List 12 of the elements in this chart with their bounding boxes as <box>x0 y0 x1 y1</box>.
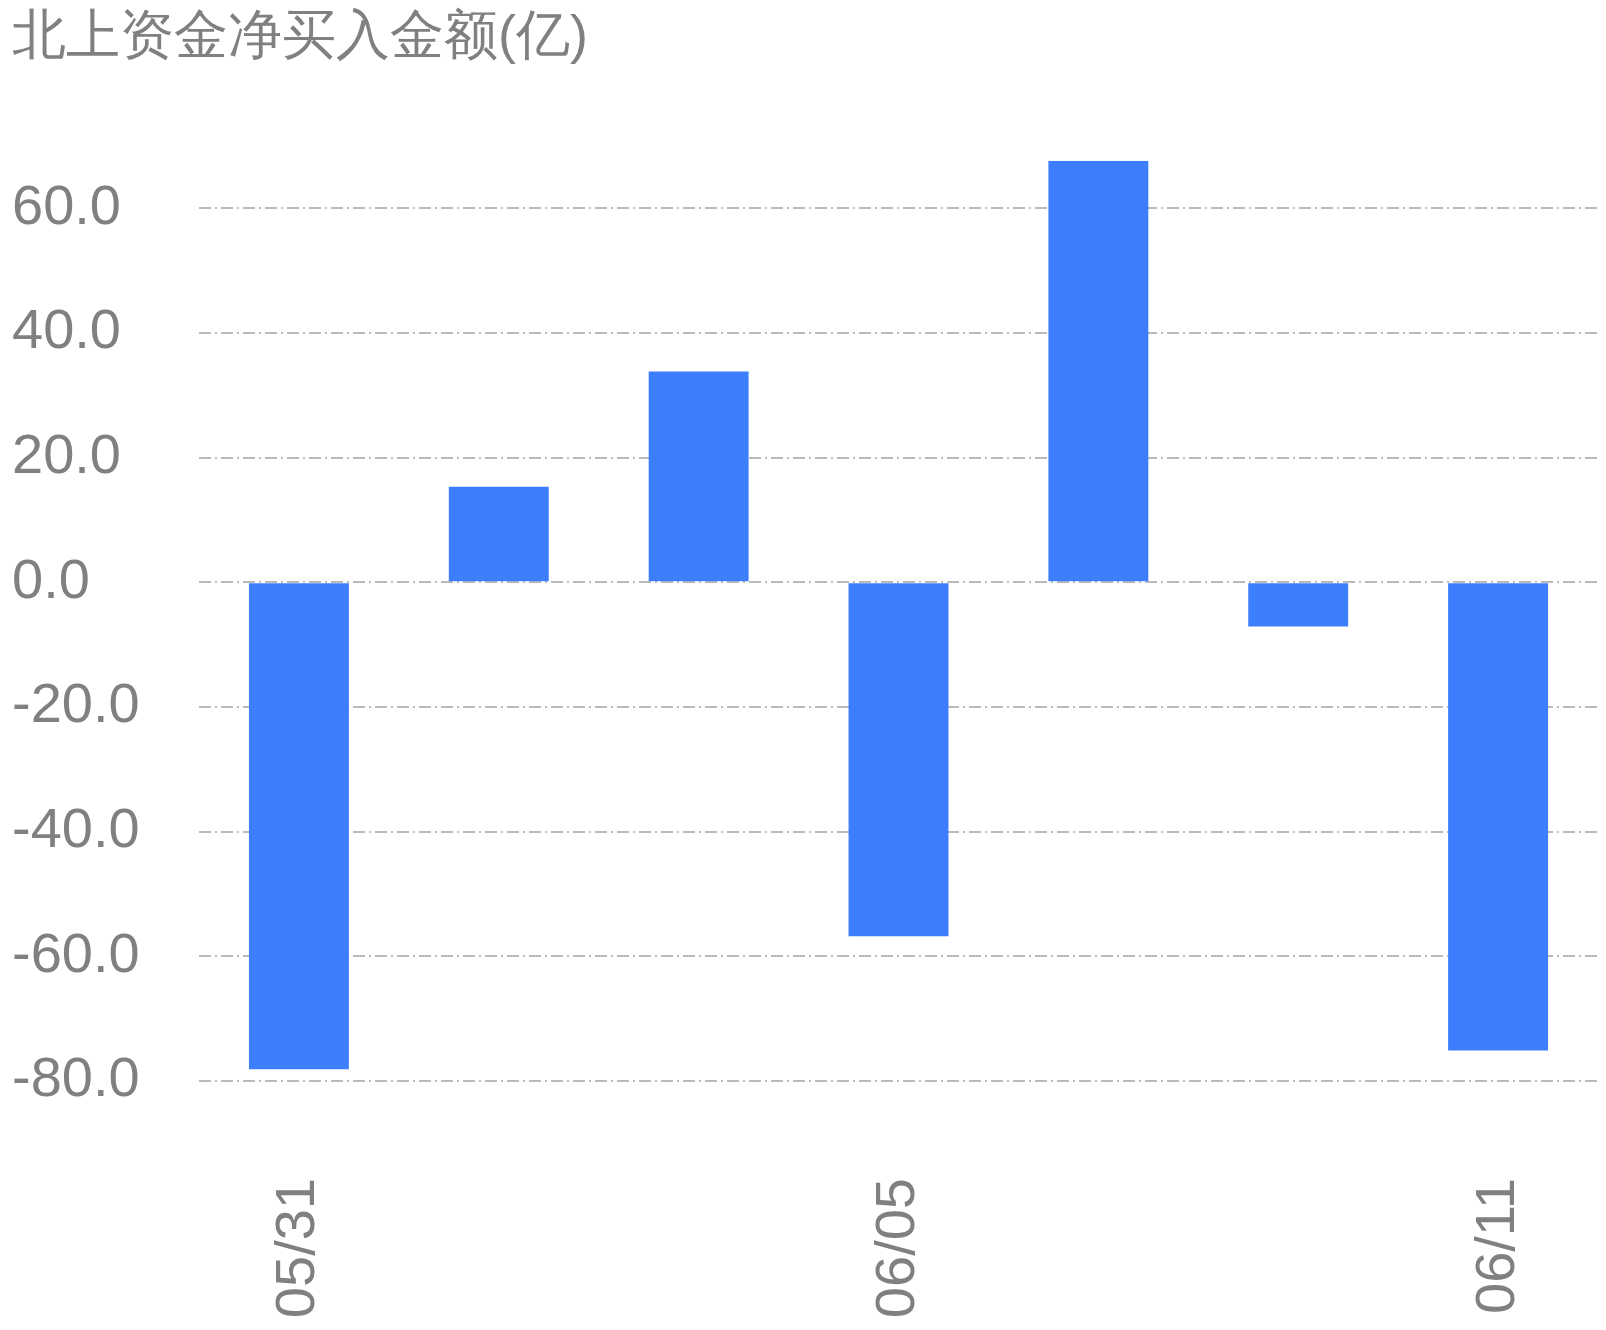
y-tick-label: 0.0 <box>12 546 90 610</box>
x-tick-label: 06/05 <box>862 1178 926 1319</box>
chart-title: 北上资金净买入金额(亿) <box>12 4 588 65</box>
y-tick-label: -40.0 <box>12 796 140 860</box>
y-tick-label: -80.0 <box>12 1045 140 1109</box>
x-tick-label: 05/31 <box>263 1178 327 1319</box>
x-tick-label: 06/11 <box>1462 1178 1526 1314</box>
y-tick-label: -20.0 <box>12 671 140 735</box>
y-tick-label: 60.0 <box>12 172 121 236</box>
y-tick-label: 40.0 <box>12 297 121 361</box>
y-tick-label: -60.0 <box>12 920 140 984</box>
y-tick-label: 20.0 <box>12 422 121 485</box>
